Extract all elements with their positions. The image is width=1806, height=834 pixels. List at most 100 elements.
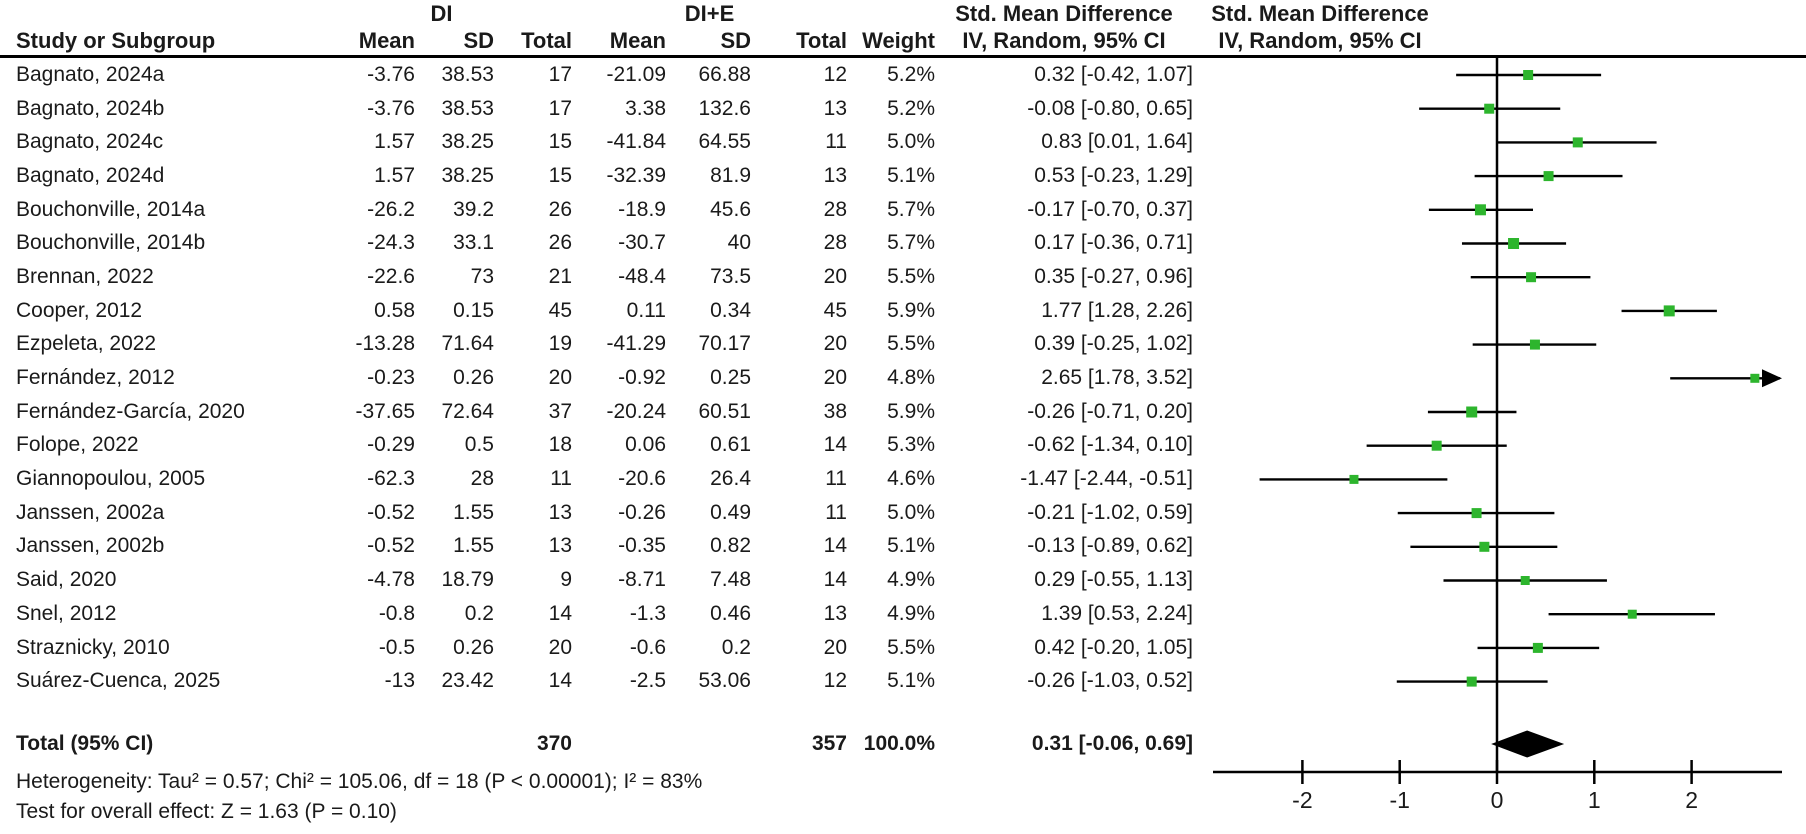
di-mean-cell: -4.78: [367, 568, 415, 592]
di-mean-cell: -13.28: [355, 332, 415, 356]
weight-cell: 5.5%: [887, 264, 935, 288]
table-row: Fernández, 2012 -0.23 0.26 20 -0.92 0.25 20 4.8…: [16, 361, 1193, 395]
die-sd-cell: 45.6: [710, 197, 751, 221]
die-total-cell: 11: [825, 130, 847, 154]
di-sd-cell: 38.53: [441, 62, 494, 86]
weight-cell: 5.9%: [887, 298, 935, 322]
di-total-cell: 19: [548, 332, 572, 356]
di-mean-cell: -0.52: [367, 534, 415, 558]
table-row: Suárez-Cuenca, 2025 -13 23.42 14 -2.5 53.06 12…: [16, 664, 1193, 698]
effect-marker: [1484, 103, 1495, 114]
di-total-cell: 15: [548, 163, 572, 187]
di-sd-cell: 33.1: [453, 231, 494, 255]
total-n2-cell: 357: [811, 732, 847, 755]
study-name-cell: Folope, 2022: [16, 433, 139, 457]
die-sd-cell: 0.2: [721, 635, 751, 659]
di-mean-cell: -0.29: [367, 433, 415, 457]
die-sd-cell: 40: [727, 231, 751, 255]
di-sd-cell: 38.25: [441, 130, 494, 154]
die-total-cell: 12: [823, 669, 847, 693]
ci-text-cell: -0.26 [-1.03, 0.52]: [1027, 669, 1193, 693]
effect-marker: [1529, 339, 1540, 350]
die-sd-cell: 0.46: [710, 601, 751, 625]
di-mean-cell: -0.8: [378, 601, 415, 625]
weight-cell: 5.1%: [887, 669, 935, 693]
study-name-cell: Ezpeleta, 2022: [16, 332, 157, 356]
total-n1-cell: 370: [536, 732, 572, 755]
die-total-cell: 11: [825, 467, 847, 491]
study-name-cell: Suárez-Cuenca, 2025: [16, 669, 221, 693]
die-sd-cell: 81.9: [710, 163, 751, 187]
ci-text-cell: 0.39 [-0.25, 1.02]: [1034, 332, 1193, 356]
weight-cell: 5.7%: [887, 231, 935, 255]
die-total-cell: 28: [823, 197, 847, 221]
di-sd-cell: 0.26: [453, 366, 494, 390]
total-label: Total (95% CI): [16, 732, 154, 755]
di-total-cell: 9: [560, 568, 572, 592]
di-sd-cell: 38.53: [441, 96, 494, 120]
study-name-cell: Bagnato, 2024c: [16, 130, 164, 154]
di-total-cell: 17: [548, 96, 572, 120]
table-row: Straznicky, 2010 -0.5 0.26 20 -0.6 0.2 20 5.5% 0…: [16, 631, 1193, 665]
die-total-cell: 13: [823, 163, 847, 187]
di-total-cell: 18: [548, 433, 572, 457]
di-mean-cell: -62.3: [367, 467, 415, 491]
die-sd-cell: 66.88: [698, 62, 751, 86]
di-total-cell: 13: [548, 534, 572, 558]
study-name-cell: Said, 2020: [16, 568, 117, 592]
weight-cell: 4.9%: [887, 568, 935, 592]
die-mean-cell: -0.92: [618, 366, 666, 390]
weight-cell: 5.1%: [887, 534, 935, 558]
die-total-cell: 20: [823, 366, 847, 390]
effect-header-left: Std. Mean Difference: [955, 0, 1173, 26]
tick-label: -1: [1389, 787, 1409, 813]
di-total-cell: 26: [548, 231, 572, 255]
ci-text-cell: -0.17 [-0.70, 0.37]: [1027, 197, 1193, 221]
di-mean-cell: 1.57: [374, 130, 415, 154]
total-weight-cell: 100.0%: [863, 732, 935, 755]
die-total-cell: 20: [823, 332, 847, 356]
total-ci-text-cell: 0.31 [-0.06, 0.69]: [1031, 732, 1193, 755]
weight-cell: 4.8%: [887, 366, 935, 390]
di-sd-cell: 0.2: [464, 601, 494, 625]
die-sd-cell: 60.51: [698, 399, 751, 423]
tick-label: 0: [1491, 787, 1504, 813]
di-mean-cell: -26.2: [367, 197, 415, 221]
effect-marker: [1526, 272, 1537, 283]
die-sd-cell: 26.4: [710, 467, 751, 491]
effect-marker: [1532, 642, 1543, 653]
die-sd-cell: 0.34: [710, 298, 751, 322]
di-total-cell: 11: [550, 467, 572, 491]
die-total-cell: 11: [825, 500, 847, 524]
group-header-row: DI DI+E Std. Mean Difference: [16, 0, 1193, 27]
study-name-cell: Janssen, 2002a: [16, 500, 165, 524]
ci-text-cell: 0.17 [-0.36, 0.71]: [1034, 231, 1193, 255]
di-sd-cell: 0.5: [464, 433, 494, 457]
die-mean-cell: -0.6: [629, 635, 666, 659]
weight-cell: 5.9%: [887, 399, 935, 423]
die-mean-cell: -18.9: [618, 197, 666, 221]
die-total-cell: 20: [823, 635, 847, 659]
effect-marker: [1471, 508, 1482, 519]
effect-marker: [1750, 373, 1760, 383]
die-sd-cell: 7.48: [710, 568, 751, 592]
weight-cell: 5.3%: [887, 433, 935, 457]
table-row: Bouchonville, 2014b -24.3 33.1 26 -30.7 40 28 5…: [16, 226, 1193, 260]
table-row: Ezpeleta, 2022 -13.28 71.64 19 -41.29 70.17 20…: [16, 328, 1193, 362]
study-rows: Bagnato, 2024a -3.76 38.53 17 -21.09 66.88 12 5…: [16, 58, 1193, 698]
effect-marker: [1466, 406, 1478, 418]
di-mean-cell: -3.76: [367, 62, 415, 86]
die-sd-cell: 0.25: [710, 366, 751, 390]
di-sd-cell: 39.2: [453, 197, 494, 221]
die-mean-cell: -20.6: [618, 467, 666, 491]
die-mean-cell: -41.84: [606, 130, 666, 154]
total-row: Total (95% CI) 370 357 100.0% 0.31 [-0.0…: [16, 727, 1193, 761]
ci-text-cell: -0.13 [-0.89, 0.62]: [1027, 534, 1193, 558]
tick-label: -2: [1292, 787, 1312, 813]
die-total-cell: 28: [823, 231, 847, 255]
die-mean-cell: 0.11: [626, 298, 666, 322]
table-row: Bagnato, 2024a -3.76 38.53 17 -21.09 66.88 12 5…: [16, 58, 1193, 92]
col-mean2: Mean: [609, 27, 666, 53]
di-total-cell: 26: [548, 197, 572, 221]
weight-cell: 4.9%: [887, 601, 935, 625]
